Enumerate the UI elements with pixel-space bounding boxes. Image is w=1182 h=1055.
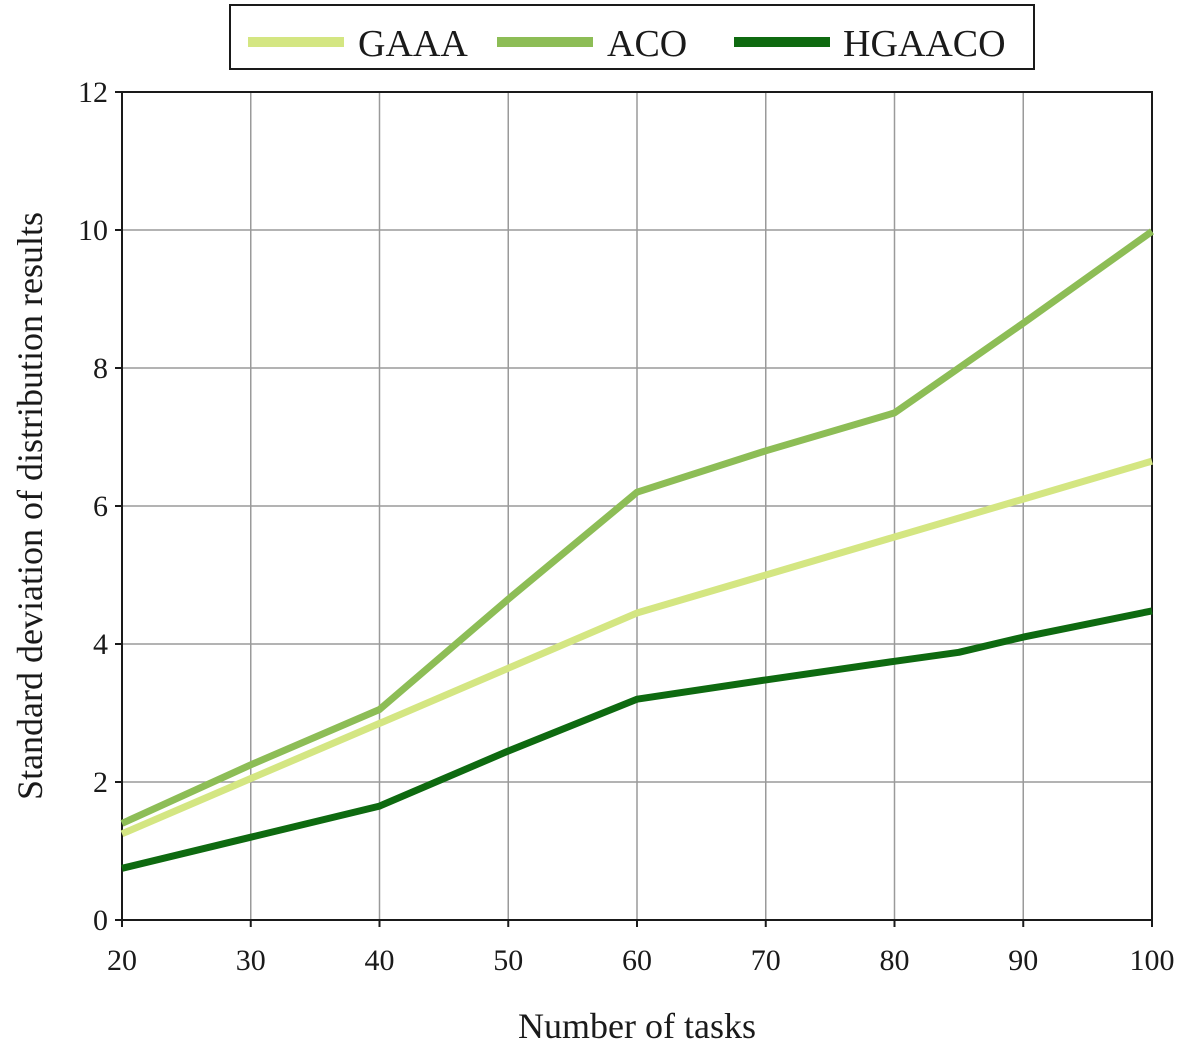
x-tick-label: 80 xyxy=(880,944,910,977)
x-axis: 20 30 40 50 60 70 80 90 100 xyxy=(107,920,1175,977)
x-tick-label: 20 xyxy=(107,944,137,977)
x-tick-label: 50 xyxy=(493,944,523,977)
y-tick-label: 4 xyxy=(93,628,108,661)
legend: GAAA ACO HGAACO xyxy=(229,4,1035,70)
x-tick-label: 60 xyxy=(622,944,652,977)
y-tick-label: 6 xyxy=(93,490,108,523)
y-axis: 0 2 4 6 8 10 12 xyxy=(78,76,122,937)
y-tick-label: 12 xyxy=(78,76,108,109)
series-line-aco xyxy=(120,228,1155,827)
y-tick-label: 8 xyxy=(93,352,108,385)
x-tick-label: 40 xyxy=(365,944,395,977)
legend-box xyxy=(229,4,1035,70)
x-tick-label: 100 xyxy=(1130,944,1175,977)
x-axis-title: Number of tasks xyxy=(518,1006,756,1046)
x-tick-label: 90 xyxy=(1008,944,1038,977)
series-line-gaaa xyxy=(120,457,1153,838)
legend-label-gaaa: GAAA xyxy=(358,23,468,65)
x-tick-label: 70 xyxy=(751,944,781,977)
y-tick-label: 0 xyxy=(93,904,108,937)
y-tick-label: 2 xyxy=(93,766,108,799)
legend-label-aco: ACO xyxy=(607,23,687,65)
series-lines xyxy=(120,228,1155,872)
legend-label-hgaaco: HGAACO xyxy=(843,23,1006,65)
y-axis-title: Standard deviation of distribution resul… xyxy=(10,212,50,800)
series-line-hgaaco xyxy=(121,607,1153,872)
x-tick-label: 30 xyxy=(236,944,266,977)
y-tick-label: 10 xyxy=(78,214,108,247)
